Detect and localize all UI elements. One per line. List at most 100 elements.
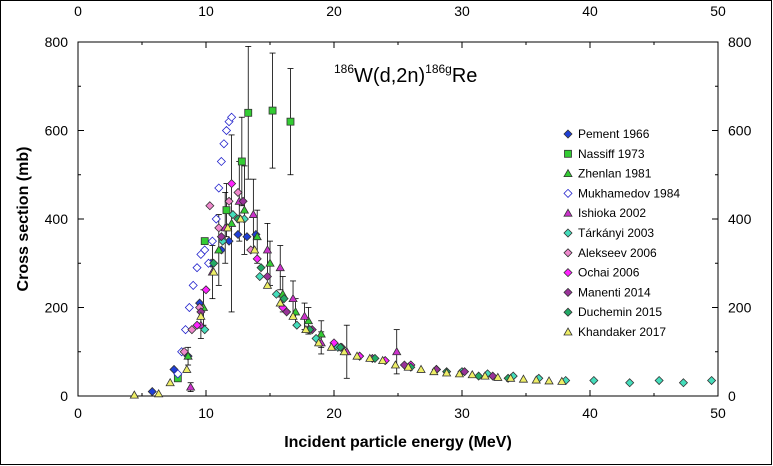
point-ishioka-2002 xyxy=(185,382,196,391)
point-khandaker-2017 xyxy=(429,366,439,376)
point-khandaker-2017 xyxy=(493,372,503,381)
legend-label: Pement 1966 xyxy=(578,127,650,141)
point-manenti-2014 xyxy=(216,232,226,242)
point-alekseev-2006 xyxy=(187,325,197,335)
point-ishioka-2002 xyxy=(288,293,298,303)
point-zhenlan-1981 xyxy=(252,231,262,241)
point-khandaker-2017 xyxy=(403,362,413,371)
point-nassiff-1973 xyxy=(286,117,295,126)
point-mukhamedov-1984 xyxy=(200,245,210,255)
point-alekseev-2006 xyxy=(179,347,189,357)
point-khandaker-2017 xyxy=(288,311,298,320)
title-reaction: W(d,2n) xyxy=(354,65,425,87)
point-khandaker-2017 xyxy=(557,376,567,385)
point-ishioka-2002 xyxy=(392,346,402,356)
legend-marker xyxy=(563,268,573,278)
y-tick-label-left: 400 xyxy=(45,211,69,227)
point-duchemin-2015 xyxy=(279,294,289,304)
point-mukhamedov-1984 xyxy=(192,263,202,273)
title-mass-1: 186 xyxy=(334,62,354,76)
chart-title: 186W(d,2n)186gRe xyxy=(334,62,477,87)
point-khandaker-2017 xyxy=(262,280,273,289)
x-tick-label-top: 20 xyxy=(326,3,342,19)
point-khandaker-2017 xyxy=(365,353,375,362)
y-tick-label-left: 0 xyxy=(60,388,68,404)
point-pement-1966 xyxy=(233,229,243,240)
point-khandaker-2017 xyxy=(416,364,426,373)
point-zhenlan-1981 xyxy=(214,245,224,254)
legend-marker xyxy=(563,129,573,139)
point-ochai-2006 xyxy=(201,285,211,295)
point-t-rk-nyi-2003 xyxy=(625,378,635,388)
point-khandaker-2017 xyxy=(377,355,388,365)
point-mukhamedov-1984 xyxy=(211,214,221,224)
point-ishioka-2002 xyxy=(248,209,259,218)
point-manenti-2014 xyxy=(262,271,273,282)
point-zhenlan-1981 xyxy=(226,218,237,227)
point-t-rk-nyi-2003 xyxy=(228,210,238,220)
point-duchemin-2015 xyxy=(335,342,345,352)
point-khandaker-2017 xyxy=(301,324,311,334)
point-khandaker-2017 xyxy=(223,223,233,232)
legend-label: Mukhamedov 1984 xyxy=(578,186,680,200)
legend-label: Zhenlan 1981 xyxy=(578,167,652,181)
legend-label: Manenti 2014 xyxy=(578,285,651,299)
point-zhenlan-1981 xyxy=(239,205,250,214)
point-ochai-2006 xyxy=(252,254,262,264)
x-tick-label-top: 40 xyxy=(582,3,598,19)
point-khandaker-2017 xyxy=(390,360,401,369)
x-tick-label-bottom: 0 xyxy=(74,405,82,421)
x-axis-bottom: 0 10 20 30 40 50 xyxy=(74,390,726,421)
y-tick-label-left: 200 xyxy=(45,300,69,316)
point-ochai-2006 xyxy=(192,320,202,330)
point-nassiff-1973 xyxy=(237,157,246,166)
point-khandaker-2017 xyxy=(129,390,140,399)
point-khandaker-2017 xyxy=(454,369,465,378)
x-tick-label-bottom: 10 xyxy=(198,405,214,421)
y-axis-left: 0 200 400 600 800 xyxy=(45,34,84,404)
legend-label: Nassiff 1973 xyxy=(578,147,645,161)
x-tick-label-top: 50 xyxy=(710,3,726,19)
point-nassiff-1973 xyxy=(244,108,253,117)
point-khandaker-2017 xyxy=(249,245,260,254)
point-khandaker-2017 xyxy=(467,369,477,379)
x-tick-label-bottom: 30 xyxy=(454,405,470,421)
y-tick-label-right: 200 xyxy=(728,300,752,316)
point-mukhamedov-1984 xyxy=(221,125,232,136)
point-alekseev-2006 xyxy=(214,223,224,233)
point-t-rk-nyi-2003 xyxy=(255,271,265,282)
point-t-rk-nyi-2003 xyxy=(678,378,689,388)
point-zhenlan-1981 xyxy=(265,258,275,267)
point-khandaker-2017 xyxy=(544,376,554,385)
point-manenti-2014 xyxy=(238,196,248,206)
point-mukhamedov-1984 xyxy=(216,156,226,167)
point-khandaker-2017 xyxy=(313,338,324,347)
point-t-rk-nyi-2003 xyxy=(292,320,302,330)
legend-label: Ochai 2006 xyxy=(578,266,640,280)
y-tick-label-right: 600 xyxy=(728,123,752,139)
point-t-rk-nyi-2003 xyxy=(271,289,281,299)
y-tick-label-right: 400 xyxy=(728,211,752,227)
point-khandaker-2017 xyxy=(165,377,175,387)
point-khandaker-2017 xyxy=(208,267,219,276)
title-product: Re xyxy=(452,65,478,87)
point-t-rk-nyi-2003 xyxy=(589,375,599,386)
point-zhenlan-1981 xyxy=(183,351,193,360)
point-mukhamedov-1984 xyxy=(214,183,224,193)
point-mukhamedov-1984 xyxy=(227,112,237,122)
plot-area xyxy=(77,41,719,397)
legend-label: Ishioka 2002 xyxy=(578,206,646,220)
point-ishioka-2002 xyxy=(262,245,273,254)
y-axis-right: 0 200 400 600 800 xyxy=(712,34,752,404)
legend-label: Alekseev 2006 xyxy=(578,246,657,260)
point-khandaker-2017 xyxy=(196,311,206,320)
point-khandaker-2017 xyxy=(339,346,349,356)
point-khandaker-2017 xyxy=(326,342,337,351)
x-tick-label-bottom: 50 xyxy=(710,405,726,421)
point-khandaker-2017 xyxy=(275,298,285,307)
title-mass-2: 186g xyxy=(425,62,452,76)
point-nassiff-1973 xyxy=(222,206,231,215)
data-points xyxy=(129,106,717,399)
x-tick-label-top: 30 xyxy=(454,3,470,19)
